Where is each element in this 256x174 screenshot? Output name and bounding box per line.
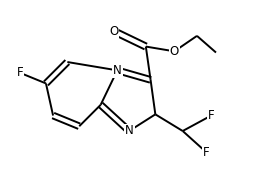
Text: N: N xyxy=(113,64,122,77)
Text: O: O xyxy=(170,45,179,58)
Text: N: N xyxy=(125,124,134,137)
Text: F: F xyxy=(16,66,23,79)
Text: O: O xyxy=(109,25,118,38)
Text: F: F xyxy=(203,146,210,159)
Text: F: F xyxy=(208,109,215,122)
